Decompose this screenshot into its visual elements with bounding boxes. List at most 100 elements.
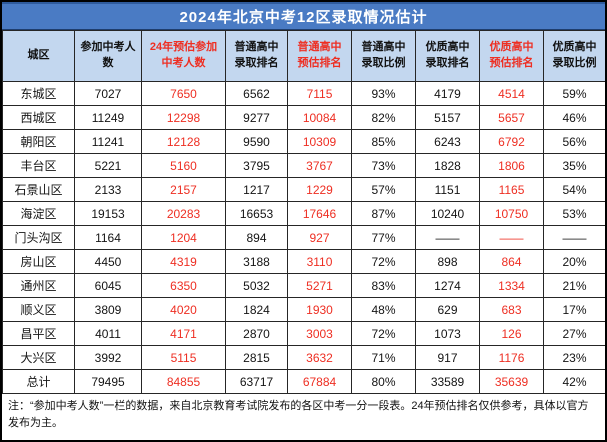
- value-cell: 33589: [415, 369, 480, 394]
- value-cell: 72%: [351, 321, 416, 346]
- value-cell: 3767: [287, 153, 352, 178]
- table-row: 石景山区 2133 2157 1217 1229 57% 1151 1165 54%: [2, 177, 605, 202]
- value-cell: 3809: [74, 297, 142, 322]
- value-cell: 10084: [287, 105, 352, 130]
- value-cell: 48%: [351, 297, 416, 322]
- table-row: 门头沟区 1164 1204 894 927 77% —— —— ——: [2, 225, 605, 250]
- value-cell: 35%: [543, 153, 605, 178]
- table-row: 昌平区 4011 4171 2870 3003 72% 1073 126 27%: [2, 321, 605, 346]
- value-cell: 5032: [225, 273, 288, 298]
- value-cell: 7115: [287, 81, 352, 106]
- value-cell: ——: [415, 225, 480, 250]
- column-header-3: 普通高中 录取排名: [225, 30, 288, 82]
- value-cell: 71%: [351, 345, 416, 370]
- value-cell: 3992: [74, 345, 142, 370]
- footnote: 注：“参加中考人数”一栏的数据，来自北京教育考试院发布的各区中考一分一段表。24…: [8, 400, 589, 430]
- value-cell: 59%: [543, 81, 605, 106]
- value-cell: 894: [225, 225, 288, 250]
- table-body: 东城区 7027 7650 6562 7115 93% 4179 4514 59% 西城区 1124…: [2, 81, 605, 394]
- value-cell: 11249: [74, 105, 142, 130]
- value-cell: 56%: [543, 129, 605, 154]
- value-cell: 82%: [351, 105, 416, 130]
- value-cell: 683: [479, 297, 544, 322]
- table-row: 东城区 7027 7650 6562 7115 93% 4179 4514 59%: [2, 81, 605, 106]
- value-cell: 1165: [479, 177, 544, 202]
- value-cell: 6792: [479, 129, 544, 154]
- value-cell: 3188: [225, 249, 288, 274]
- header-row: 城区 参加中考人 数 24年预估参加 中考人数 普通高中 录取排名 普通高中 预估排名普…: [2, 30, 605, 82]
- value-cell: 4020: [141, 297, 226, 322]
- district-cell: 大兴区: [2, 345, 75, 370]
- value-cell: 10309: [287, 129, 352, 154]
- value-cell: 7650: [141, 81, 226, 106]
- column-header-2: 24年预估参加 中考人数: [141, 30, 226, 82]
- value-cell: 73%: [351, 153, 416, 178]
- value-cell: 5160: [141, 153, 226, 178]
- value-cell: 4179: [415, 81, 480, 106]
- value-cell: 6562: [225, 81, 288, 106]
- value-cell: 17%: [543, 297, 605, 322]
- value-cell: 2157: [141, 177, 226, 202]
- value-cell: 1229: [287, 177, 352, 202]
- value-cell: 20283: [141, 201, 226, 226]
- table-row: 房山区 4450 4319 3188 3110 72% 898 864 20%: [2, 249, 605, 274]
- value-cell: 3003: [287, 321, 352, 346]
- table-row: 通州区 6045 6350 5032 5271 83% 1274 1334 21%: [2, 273, 605, 298]
- district-cell: 海淀区: [2, 201, 75, 226]
- value-cell: 1828: [415, 153, 480, 178]
- value-cell: 9590: [225, 129, 288, 154]
- value-cell: 4319: [141, 249, 226, 274]
- column-header-7: 优质高中 预估排名: [479, 30, 544, 82]
- value-cell: 1151: [415, 177, 480, 202]
- value-cell: 6350: [141, 273, 226, 298]
- value-cell: 54%: [543, 177, 605, 202]
- value-cell: 16653: [225, 201, 288, 226]
- value-cell: 1930: [287, 297, 352, 322]
- value-cell: 20%: [543, 249, 605, 274]
- value-cell: 629: [415, 297, 480, 322]
- district-cell: 东城区: [2, 81, 75, 106]
- value-cell: 2133: [74, 177, 142, 202]
- table-row: 朝阳区 11241 12128 9590 10309 85% 6243 6792 56%: [2, 129, 605, 154]
- value-cell: 46%: [543, 105, 605, 130]
- value-cell: 3110: [287, 249, 352, 274]
- value-cell: 2870: [225, 321, 288, 346]
- value-cell: 1824: [225, 297, 288, 322]
- value-cell: 83%: [351, 273, 416, 298]
- value-cell: 19153: [74, 201, 142, 226]
- table-row: 顺义区 3809 4020 1824 1930 48% 629 683 17%: [2, 297, 605, 322]
- value-cell: 17646: [287, 201, 352, 226]
- value-cell: 4171: [141, 321, 226, 346]
- value-cell: 84855: [141, 369, 226, 394]
- column-header-1: 参加中考人 数: [74, 30, 142, 82]
- column-header-5: 普通高中 录取比例: [351, 30, 416, 82]
- value-cell: 3795: [225, 153, 288, 178]
- value-cell: 42%: [543, 369, 605, 394]
- district-cell: 西城区: [2, 105, 75, 130]
- value-cell: 6243: [415, 129, 480, 154]
- value-cell: 93%: [351, 81, 416, 106]
- value-cell: 12128: [141, 129, 226, 154]
- value-cell: 10240: [415, 201, 480, 226]
- value-cell: 77%: [351, 225, 416, 250]
- value-cell: 4450: [74, 249, 142, 274]
- value-cell: 12298: [141, 105, 226, 130]
- district-cell: 石景山区: [2, 177, 75, 202]
- value-cell: 1274: [415, 273, 480, 298]
- value-cell: 1176: [479, 345, 544, 370]
- value-cell: 5115: [141, 345, 226, 370]
- district-cell: 昌平区: [2, 321, 75, 346]
- value-cell: 917: [415, 345, 480, 370]
- district-cell: 通州区: [2, 273, 75, 298]
- value-cell: 72%: [351, 249, 416, 274]
- district-cell: 总计: [2, 369, 75, 394]
- value-cell: 5271: [287, 273, 352, 298]
- value-cell: 1334: [479, 273, 544, 298]
- table-row: 大兴区 3992 5115 2815 3632 71% 917 1176 23%: [2, 345, 605, 370]
- value-cell: ——: [479, 225, 544, 250]
- value-cell: 4514: [479, 81, 544, 106]
- value-cell: 35639: [479, 369, 544, 394]
- value-cell: 67884: [287, 369, 352, 394]
- value-cell: 57%: [351, 177, 416, 202]
- value-cell: 21%: [543, 273, 605, 298]
